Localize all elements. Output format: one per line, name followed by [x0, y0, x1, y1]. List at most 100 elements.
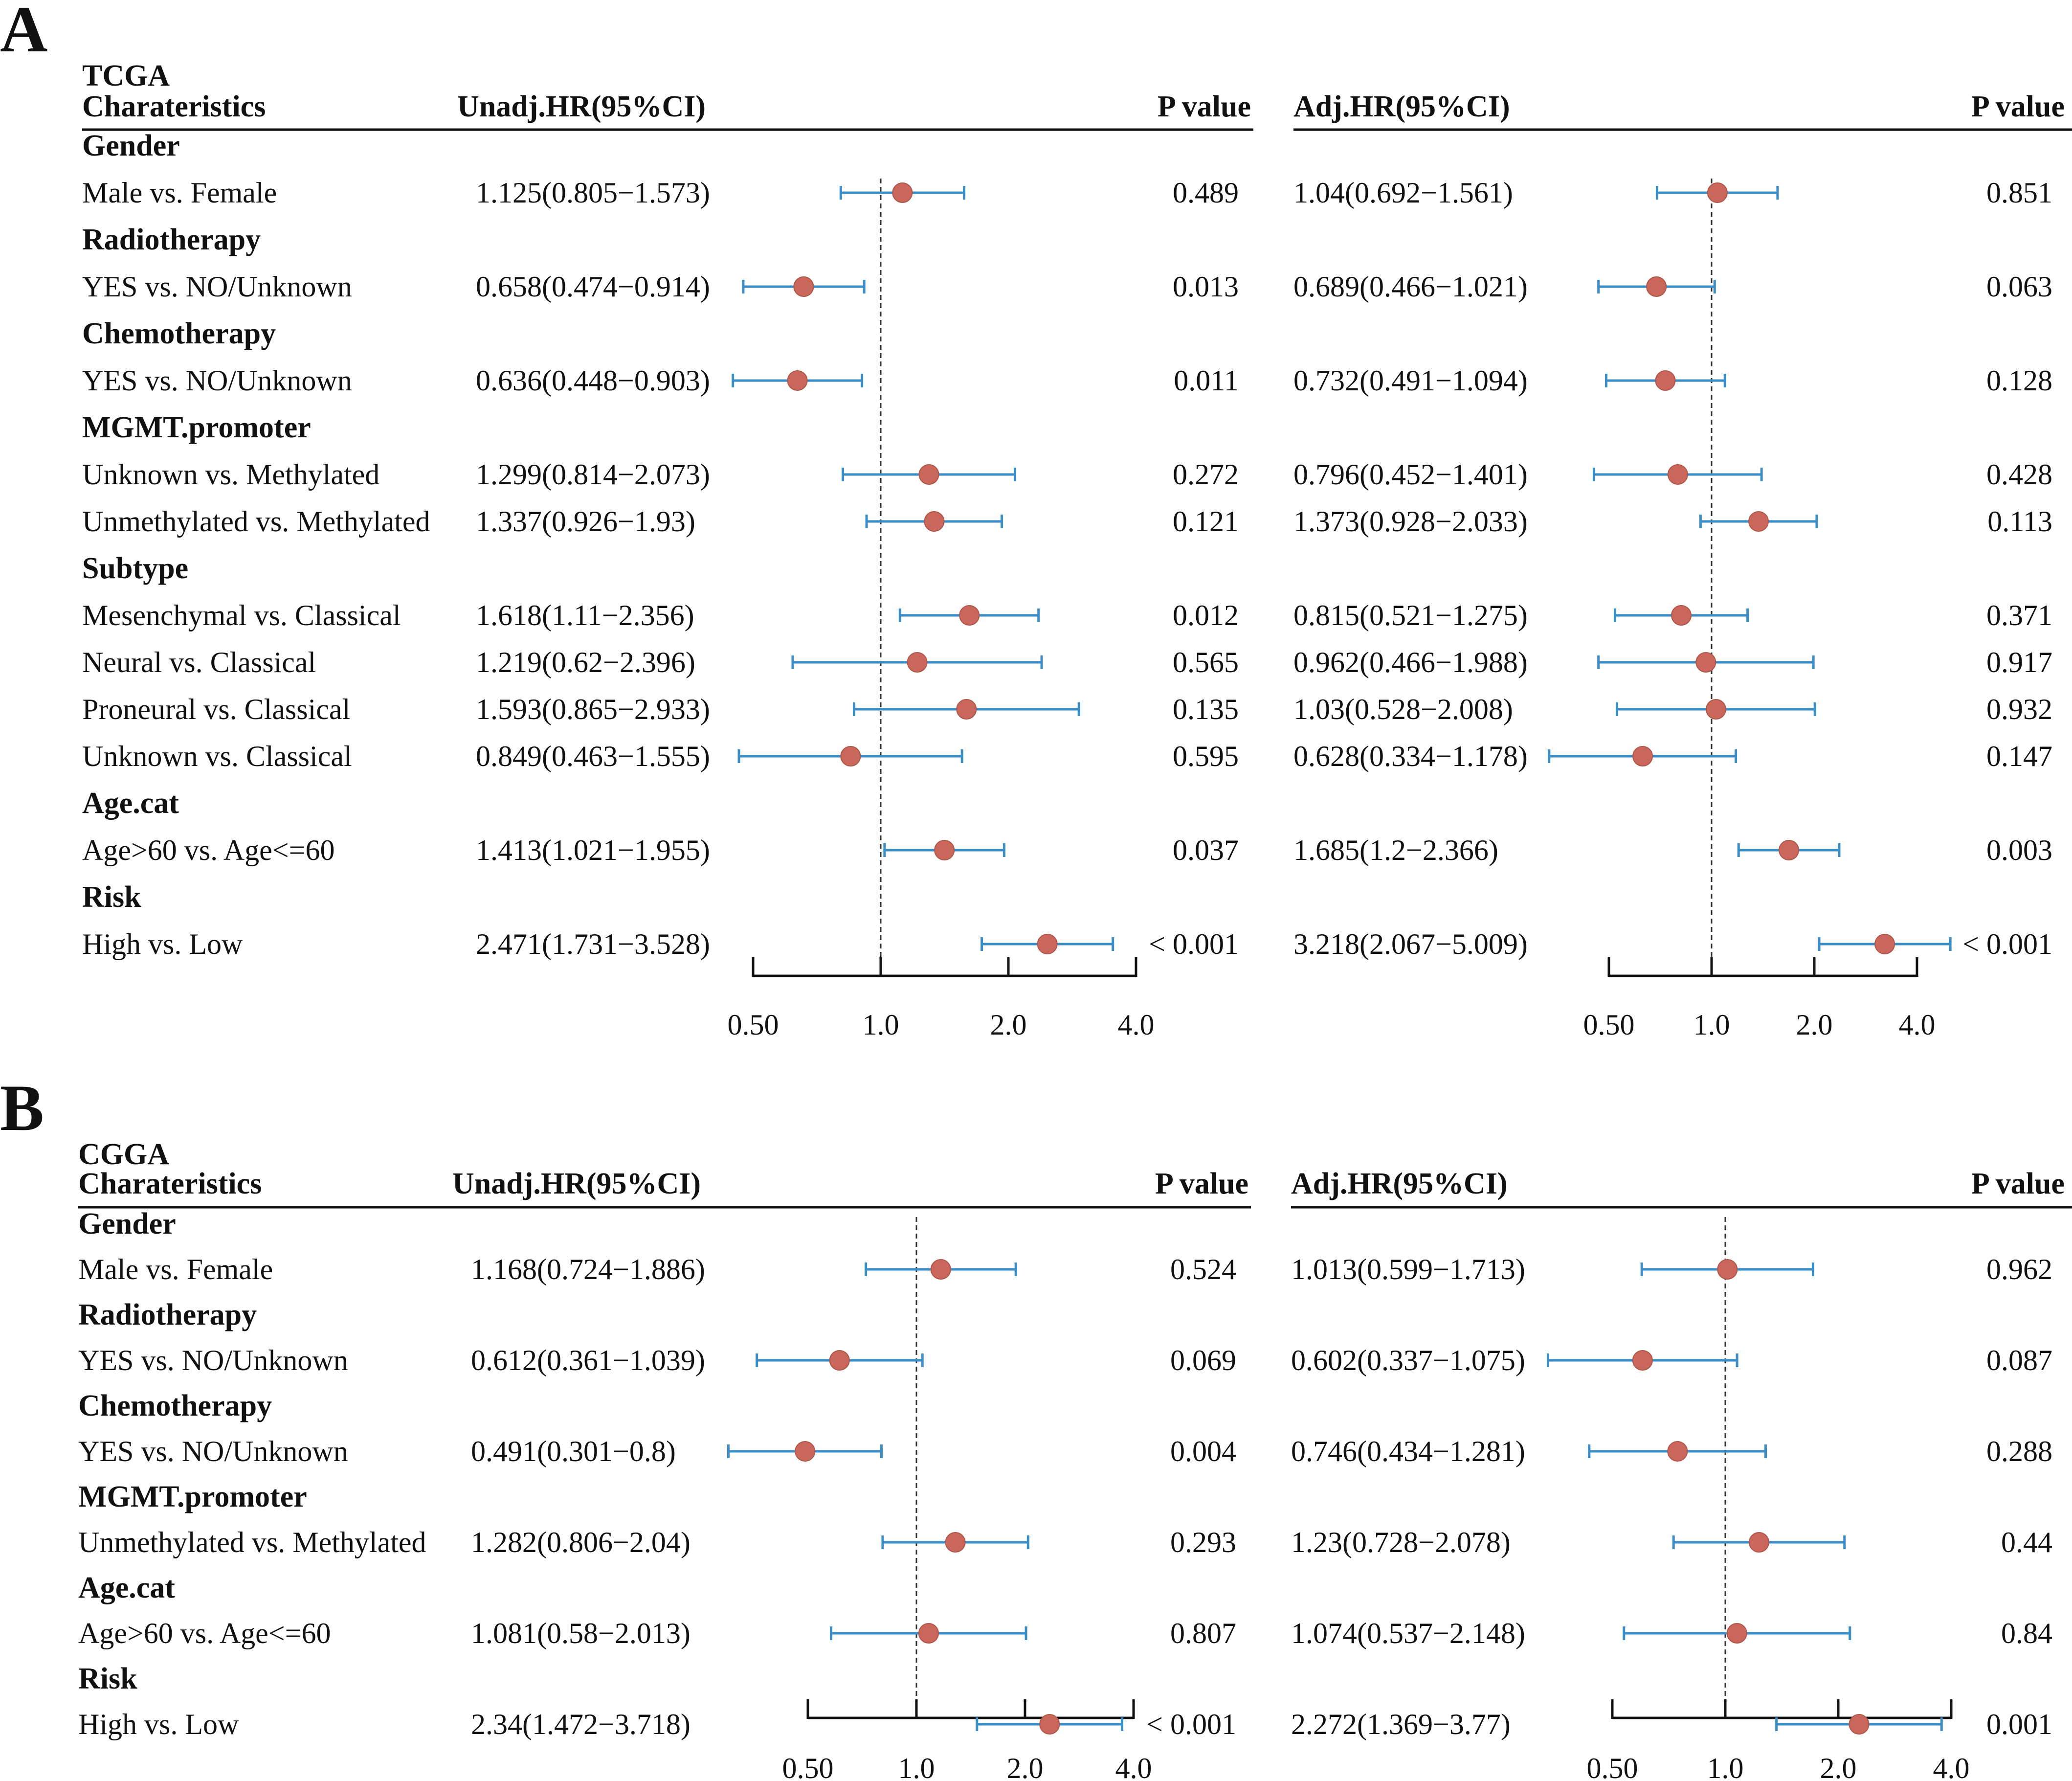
unadj-hr-text: 1.593(0.865−2.933) [476, 693, 710, 725]
hr-point-unadj [959, 605, 980, 626]
unadj-hr-text: 0.658(0.474−0.914) [476, 271, 710, 303]
unadj-hr-text: 0.491(0.301−0.8) [471, 1435, 676, 1467]
hr-point-adj [1748, 1532, 1769, 1553]
adj-pvalue: 0.851 [1986, 177, 2052, 209]
hr-point-adj [1632, 746, 1653, 767]
header-unadj-hr: Unadj.HR(95%CI) [457, 90, 706, 123]
hr-point-unadj [795, 1441, 816, 1462]
adj-hr-text: 3.218(2.067−5.009) [1293, 928, 1528, 960]
unadj-pvalue: 0.807 [1170, 1617, 1236, 1649]
x-tick-label-adj: 2.0 [1796, 1009, 1833, 1041]
hr-point-unadj [793, 276, 814, 297]
unadj-hr-text: 1.125(0.805−1.573) [476, 177, 710, 209]
unadj-pvalue: 0.011 [1174, 364, 1239, 397]
hr-point-unadj [829, 1350, 850, 1371]
hr-point-adj [1667, 1441, 1688, 1462]
unadj-pvalue: 0.524 [1170, 1253, 1236, 1285]
unadj-hr-text: 1.219(0.62−2.396) [476, 646, 695, 678]
adj-hr-text: 0.815(0.521−1.275) [1293, 599, 1528, 631]
unadj-pvalue: 0.595 [1173, 740, 1239, 772]
adj-pvalue: 0.371 [1986, 599, 2052, 631]
group-label: Chemotherapy [78, 1389, 272, 1422]
row-label: Age>60 vs. Age<=60 [82, 834, 334, 866]
row-label: Unmethylated vs. Methylated [78, 1526, 426, 1558]
cohort-title: CGGA [78, 1138, 169, 1171]
x-tick-label-unadj: 1.0 [898, 1752, 935, 1781]
hr-point-adj [1667, 464, 1688, 485]
hr-point-adj [1748, 511, 1769, 532]
hr-point-adj [1726, 1623, 1747, 1644]
hr-point-adj [1705, 699, 1726, 720]
group-label: Age.cat [82, 787, 179, 820]
row-label: YES vs. NO/Unknown [78, 1344, 348, 1376]
x-tick-label-unadj: 1.0 [863, 1009, 899, 1041]
row-label: Neural vs. Classical [82, 646, 316, 678]
group-label: Risk [82, 880, 141, 914]
unadj-hr-text: 0.636(0.448−0.903) [476, 364, 710, 397]
row-label: High vs. Low [82, 928, 243, 960]
row-label: YES vs. NO/Unknown [82, 364, 352, 397]
group-label: MGMT.promoter [78, 1480, 307, 1513]
hr-point-adj [1655, 370, 1676, 391]
unadj-pvalue: 0.069 [1170, 1344, 1236, 1376]
header-unadj-hr: Unadj.HR(95%CI) [452, 1167, 701, 1200]
x-tick-label-unadj: 2.0 [1007, 1752, 1044, 1781]
x-tick-label-unadj: 4.0 [1115, 1752, 1152, 1781]
adj-pvalue: 0.932 [1986, 693, 2052, 725]
adj-pvalue: 0.063 [1986, 271, 2052, 303]
hr-point-adj [1849, 1714, 1870, 1735]
unadj-hr-text: 1.337(0.926−1.93) [476, 505, 695, 538]
adj-pvalue: 0.84 [2001, 1617, 2052, 1649]
adj-pvalue: 0.428 [1986, 458, 2052, 491]
adj-hr-text: 0.962(0.466−1.988) [1293, 646, 1528, 678]
unadj-pvalue: 0.293 [1170, 1526, 1236, 1558]
header-unadj-pvalue: P value [1155, 1167, 1248, 1200]
group-label: Radiotherapy [82, 223, 261, 256]
adj-hr-text: 0.602(0.337−1.075) [1291, 1344, 1525, 1376]
unadj-pvalue: 0.004 [1170, 1435, 1236, 1467]
adj-pvalue: 0.44 [2001, 1526, 2052, 1558]
adj-pvalue: 0.087 [1986, 1344, 2052, 1376]
adj-pvalue: 0.128 [1986, 364, 2052, 397]
adj-hr-text: 1.23(0.728−2.078) [1291, 1526, 1511, 1558]
header-characteristics: Charateristics [82, 90, 266, 123]
unadj-hr-text: 1.299(0.814−2.073) [476, 458, 710, 491]
adj-hr-text: 0.746(0.434−1.281) [1291, 1435, 1525, 1467]
header-adj-hr: Adj.HR(95%CI) [1291, 1167, 1508, 1200]
row-label: Unknown vs. Methylated [82, 458, 379, 491]
header-adj-hr: Adj.HR(95%CI) [1293, 90, 1510, 123]
group-label: Gender [78, 1207, 176, 1240]
unadj-hr-text: 1.413(1.021−1.955) [476, 834, 710, 866]
adj-pvalue: 0.288 [1986, 1435, 2052, 1467]
hr-point-unadj [907, 652, 928, 673]
x-tick-label-adj: 4.0 [1899, 1009, 1936, 1041]
hr-point-adj [1779, 840, 1800, 860]
cohort-title: TCGA [82, 59, 170, 92]
x-tick-label-adj: 1.0 [1707, 1752, 1744, 1781]
x-tick-label-adj: 1.0 [1693, 1009, 1730, 1041]
group-label: Gender [82, 129, 180, 162]
x-tick-label-unadj: 4.0 [1118, 1009, 1155, 1041]
row-label: Mesenchymal vs. Classical [82, 599, 401, 631]
hr-point-unadj [1039, 1714, 1060, 1735]
hr-point-adj [1671, 605, 1692, 626]
adj-pvalue: 0.113 [1987, 505, 2052, 538]
adj-pvalue: 0.001 [1986, 1708, 2052, 1740]
adj-hr-text: 0.732(0.491−1.094) [1293, 364, 1528, 397]
unadj-pvalue: 0.013 [1173, 271, 1239, 303]
row-label: Age>60 vs. Age<=60 [78, 1617, 331, 1649]
x-tick-label-unadj: 0.50 [728, 1009, 779, 1041]
unadj-pvalue: 0.272 [1173, 458, 1239, 491]
x-tick-label-unadj: 2.0 [990, 1009, 1027, 1041]
adj-hr-text: 1.685(1.2−2.366) [1293, 834, 1498, 866]
hr-point-unadj [892, 182, 913, 203]
adj-hr-text: 1.03(0.528−2.008) [1293, 693, 1513, 725]
hr-point-unadj [1037, 934, 1058, 954]
hr-point-adj [1717, 1259, 1738, 1280]
unadj-pvalue: < 0.001 [1146, 1708, 1236, 1740]
hr-point-adj [1707, 182, 1728, 203]
unadj-pvalue: < 0.001 [1149, 928, 1239, 960]
